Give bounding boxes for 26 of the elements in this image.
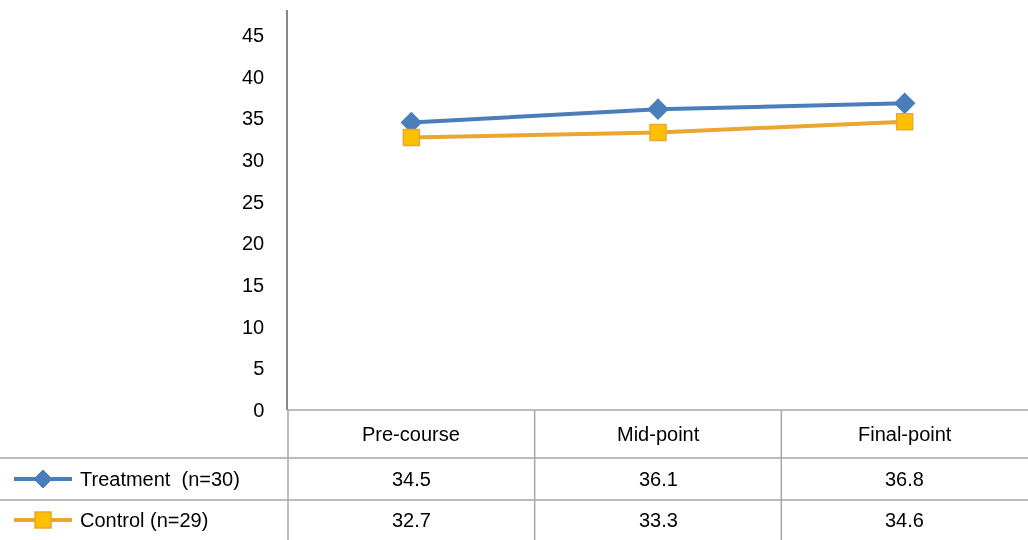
x-tick-label: Final-point <box>858 423 952 445</box>
data-label: 36.8 <box>885 468 924 490</box>
point <box>895 112 914 131</box>
data-label: 32.7 <box>392 509 431 531</box>
x-tick-label: Mid-point <box>617 423 700 445</box>
y-tick-label: 15 <box>242 274 265 296</box>
y-tick-label: 45 <box>242 24 265 46</box>
y-tick-label: 20 <box>242 232 265 255</box>
data-label: 36.1 <box>639 468 678 490</box>
y-tick-label: 35 <box>242 107 265 130</box>
legend-label: Treatment (n=30) <box>80 468 240 490</box>
y-tick-label: 5 <box>253 357 265 380</box>
y-tick-label: 0 <box>253 399 265 421</box>
legend-label: Control (n=29) <box>80 509 209 531</box>
data-label: 33.3 <box>639 509 678 531</box>
y-tick-label: 30 <box>242 149 265 171</box>
y-tick-label: 10 <box>242 315 265 338</box>
point <box>894 92 916 114</box>
point <box>402 128 421 147</box>
y-tick-label: 25 <box>242 190 265 213</box>
point <box>647 98 669 120</box>
data-label: 34.6 <box>885 509 924 531</box>
x-tick-label: Pre-course <box>362 423 460 445</box>
y-tick-label: 40 <box>242 65 265 88</box>
data-label: 34.5 <box>392 468 431 490</box>
point <box>649 123 667 142</box>
